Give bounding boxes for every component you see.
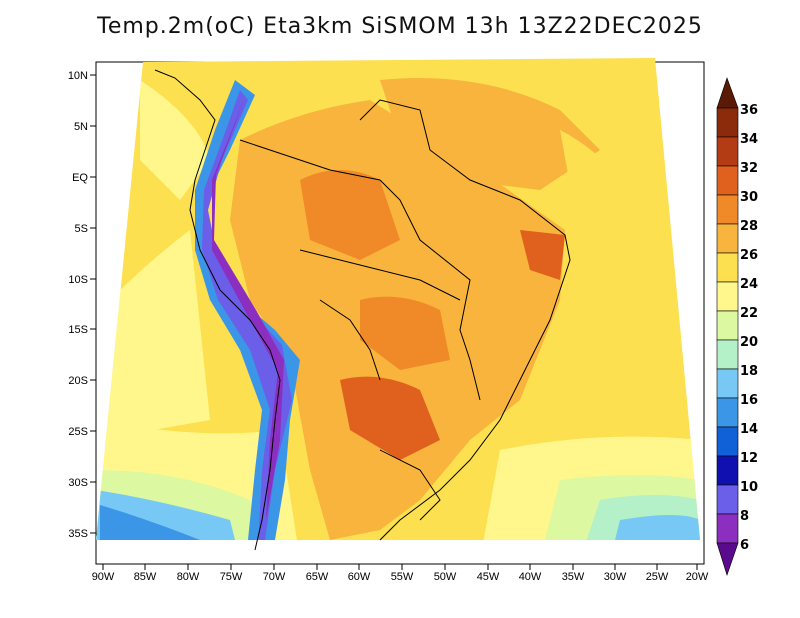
svg-text:EQ: EQ [72, 172, 88, 184]
colorbar-segment [716, 310, 739, 341]
colorbar-label: 16 [740, 393, 758, 408]
lat-tick: 5S [75, 223, 96, 235]
colorbar-label: 14 [740, 422, 758, 437]
colorbar-segment [716, 455, 739, 486]
svg-text:25W: 25W [646, 571, 669, 583]
svg-text:20W: 20W [686, 571, 709, 583]
colorbar-label: 30 [740, 190, 758, 205]
colorbar-label: 20 [740, 335, 758, 350]
colorbar-label: 32 [740, 161, 758, 176]
svg-text:25S: 25S [68, 426, 88, 438]
lon-tick: 70W [263, 564, 286, 583]
svg-text:30S: 30S [68, 477, 88, 489]
lat-tick: 10S [68, 274, 96, 286]
map-title: Temp.2m(oC) Eta3km SiSMOM 13h 13Z22DEC20… [97, 14, 703, 39]
colorbar-label: 22 [740, 306, 758, 321]
colorbar-label: 36 [740, 103, 758, 118]
colorbar-segment [716, 339, 739, 370]
colorbar-segment [716, 513, 739, 544]
colorbar-label: 18 [740, 364, 758, 379]
temperature-field [96, 58, 700, 540]
colorbar [716, 77, 739, 576]
svg-text:85W: 85W [134, 571, 157, 583]
lat-tick: EQ [72, 172, 96, 184]
lon-tick: 40W [519, 564, 542, 583]
colorbar-segment [716, 223, 739, 254]
colorbar-segment [716, 484, 739, 515]
svg-text:45W: 45W [477, 571, 500, 583]
colorbar-segment [716, 252, 739, 283]
colorbar-segment [716, 281, 739, 312]
colorbar-segment [716, 165, 739, 196]
colorbar-label: 28 [740, 219, 758, 234]
lon-tick: 75W [220, 564, 243, 583]
svg-text:65W: 65W [306, 571, 329, 583]
svg-text:50W: 50W [434, 571, 457, 583]
colorbar-label: 24 [740, 277, 758, 292]
svg-text:30W: 30W [604, 571, 627, 583]
lon-tick: 55W [391, 564, 414, 583]
lon-tick: 35W [562, 564, 585, 583]
colorbar-label: 6 [740, 538, 749, 553]
svg-text:35W: 35W [562, 571, 585, 583]
lat-tick: 5N [74, 121, 96, 133]
colorbar-segment [716, 136, 739, 167]
svg-text:10S: 10S [68, 274, 88, 286]
lon-tick: 20W [686, 564, 709, 583]
lat-tick: 10N [68, 70, 96, 82]
colorbar-segment [716, 194, 739, 225]
colorbar-top-arrow [716, 77, 739, 109]
svg-text:75W: 75W [220, 571, 243, 583]
lon-tick: 90W [92, 564, 115, 583]
colorbar-label: 10 [740, 480, 758, 495]
svg-text:80W: 80W [177, 571, 200, 583]
lat-tick: 30S [68, 477, 96, 489]
svg-text:60W: 60W [348, 571, 371, 583]
lat-tick: 25S [68, 426, 96, 438]
svg-text:90W: 90W [92, 571, 115, 583]
colorbar-label: 34 [740, 132, 758, 147]
lon-tick: 85W [134, 564, 157, 583]
colorbar-segment [716, 426, 739, 457]
lon-tick: 80W [177, 564, 200, 583]
lat-tick: 20S [68, 375, 96, 387]
lon-tick: 65W [306, 564, 329, 583]
svg-text:20S: 20S [68, 375, 88, 387]
colorbar-label: 26 [740, 248, 758, 263]
lon-tick: 30W [604, 564, 627, 583]
colorbar-labels: 36 34 32 30 28 26 24 22 20 18 16 14 12 1… [740, 103, 758, 553]
colorbar-segment [716, 397, 739, 428]
colorbar-label: 12 [740, 451, 758, 466]
svg-text:5N: 5N [74, 121, 88, 133]
svg-text:10N: 10N [68, 70, 88, 82]
lat-axis: 10N 5N EQ 5S 10S 15S 20S 25S 30S 35S [68, 70, 96, 540]
svg-text:70W: 70W [263, 571, 286, 583]
country-borders [154, 69, 571, 551]
lat-tick: 15S [68, 324, 96, 336]
colorbar-segment [716, 107, 739, 138]
colorbar-label: 8 [740, 509, 749, 524]
lon-tick: 25W [646, 564, 669, 583]
colorbar-segment [716, 368, 739, 399]
lon-axis: 90W 85W 80W 75W 70W 65W 60W 55W 50W 45W … [92, 564, 709, 583]
svg-text:55W: 55W [391, 571, 414, 583]
lat-tick: 35S [68, 528, 96, 540]
svg-text:5S: 5S [75, 223, 88, 235]
svg-text:35S: 35S [68, 528, 88, 540]
svg-text:15S: 15S [68, 324, 88, 336]
lon-tick: 60W [348, 564, 371, 583]
colorbar-bottom-arrow [716, 542, 739, 576]
lon-tick: 50W [434, 564, 457, 583]
lon-tick: 45W [477, 564, 500, 583]
svg-text:40W: 40W [519, 571, 542, 583]
